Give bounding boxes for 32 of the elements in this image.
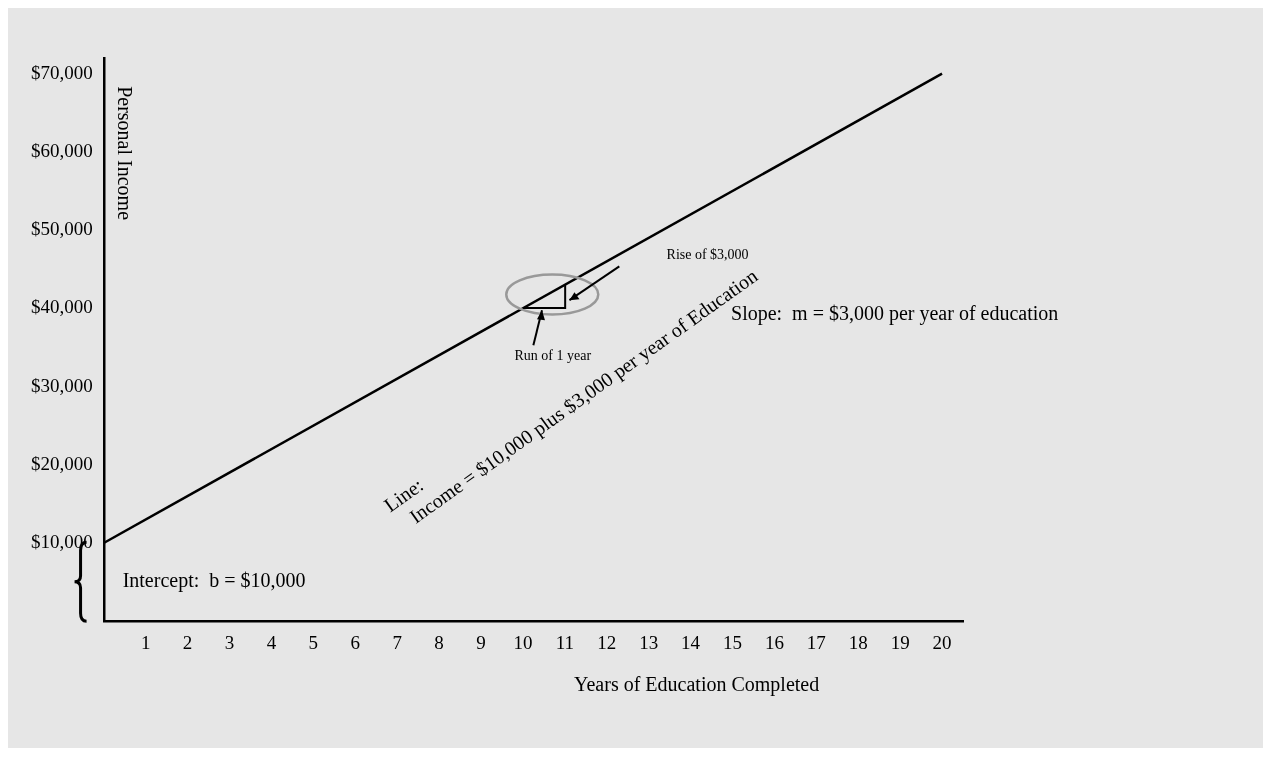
y-tick-label: $70,000 [31,61,93,83]
x-tick-label: 20 [932,631,952,653]
x-tick-label: 13 [639,631,659,653]
x-tick-label: 12 [597,631,617,653]
y-tick-label: $40,000 [31,296,93,318]
x-tick-label: 14 [681,631,701,653]
x-tick-label: 4 [266,631,277,653]
y-axis-title: Personal Income [113,86,136,221]
x-tick-label: 5 [308,631,319,653]
y-tick-label: $60,000 [31,139,93,161]
x-tick-label: 1 [140,631,151,653]
y-tick-label: $50,000 [31,218,93,240]
x-tick-label: 3 [224,631,235,653]
annotation: Run of 1 year [514,348,592,364]
x-tick-label: 9 [476,631,486,653]
x-tick-label: 2 [182,631,193,653]
x-tick-label: 11 [555,631,574,653]
annotation: Rise of $3,000 [666,246,749,262]
x-tick-label: 18 [848,631,868,653]
x-tick-label: 19 [890,631,910,653]
y-tick-label: $30,000 [31,374,93,396]
y-tick-label: $20,000 [31,452,93,474]
x-tick-label: 6 [350,631,360,653]
x-axis-title: Years of Education Completed [574,673,820,697]
x-tick-label: 15 [722,631,742,653]
x-tick-label: 10 [513,631,533,653]
x-tick-label: 16 [764,631,784,653]
annotation: Intercept: b = $10,000 [122,569,306,593]
x-tick-label: 17 [806,631,826,653]
x-tick-label: 7 [392,631,402,653]
y-tick-label: $10,000 [31,530,93,552]
x-tick-label: 8 [434,631,444,653]
